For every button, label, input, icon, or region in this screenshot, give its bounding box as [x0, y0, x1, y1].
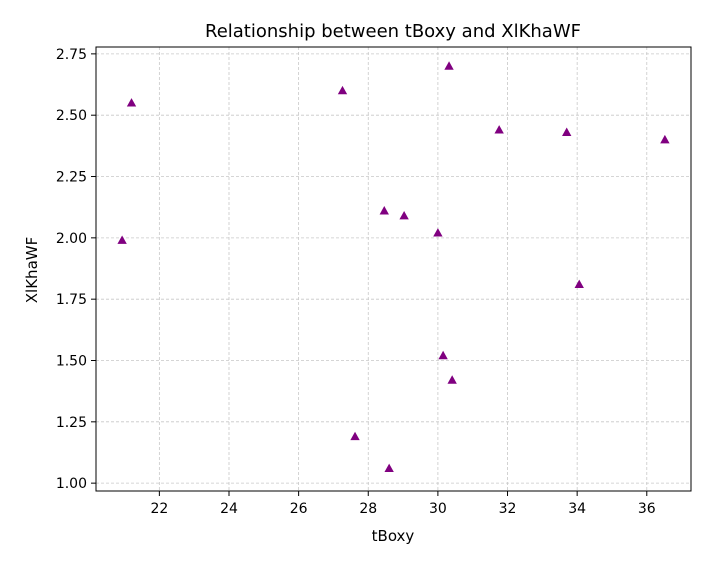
grid-lines — [96, 47, 691, 491]
y-tick-label: 2.00 — [56, 231, 87, 247]
y-tick-label: 1.25 — [56, 415, 87, 431]
x-tick-label: 24 — [220, 501, 238, 517]
scatter-point — [494, 125, 504, 134]
x-tick-label: 30 — [429, 501, 447, 517]
y-tick-label: 2.25 — [56, 170, 87, 186]
y-tick-label: 1.75 — [56, 292, 87, 308]
scatter-point — [447, 375, 457, 384]
x-tick-label: 34 — [568, 501, 586, 517]
scatter-point — [337, 85, 348, 95]
scatter-point — [438, 350, 448, 360]
scatter-point — [433, 228, 443, 237]
scatter-point — [384, 463, 394, 473]
scatter-point — [117, 235, 127, 244]
x-tick-label: 36 — [638, 501, 656, 517]
y-tick-label: 2.50 — [56, 108, 87, 124]
x-tick-label: 32 — [499, 501, 517, 517]
x-axis-label: tBoxy — [372, 527, 415, 545]
y-tick-label: 1.00 — [56, 476, 87, 492]
scatter-point — [574, 279, 584, 289]
scatter-point — [660, 134, 670, 144]
y-axis-label: XlKhaWF — [23, 237, 41, 303]
x-tick-label: 22 — [150, 501, 168, 517]
plot-frame — [95, 46, 692, 492]
axis-ticks: 22 24 26 28 30 32 34 36 1.00 1.25 1.50 1.75 2.00 2.25… — [56, 47, 656, 517]
scatter-point — [562, 127, 572, 136]
y-tick-label: 1.50 — [56, 353, 87, 369]
scatter-point — [379, 206, 389, 215]
scatter-point — [350, 431, 360, 441]
chart-title: Relationship between tBoxy and XlKhaWF — [205, 21, 581, 42]
x-tick-label: 28 — [359, 501, 377, 517]
y-tick-label: 2.75 — [56, 47, 87, 63]
scatter-point — [444, 61, 454, 70]
scatter-point — [126, 98, 137, 107]
x-tick-label: 26 — [290, 501, 308, 517]
data-points — [117, 61, 670, 473]
scatter-point — [399, 210, 409, 220]
